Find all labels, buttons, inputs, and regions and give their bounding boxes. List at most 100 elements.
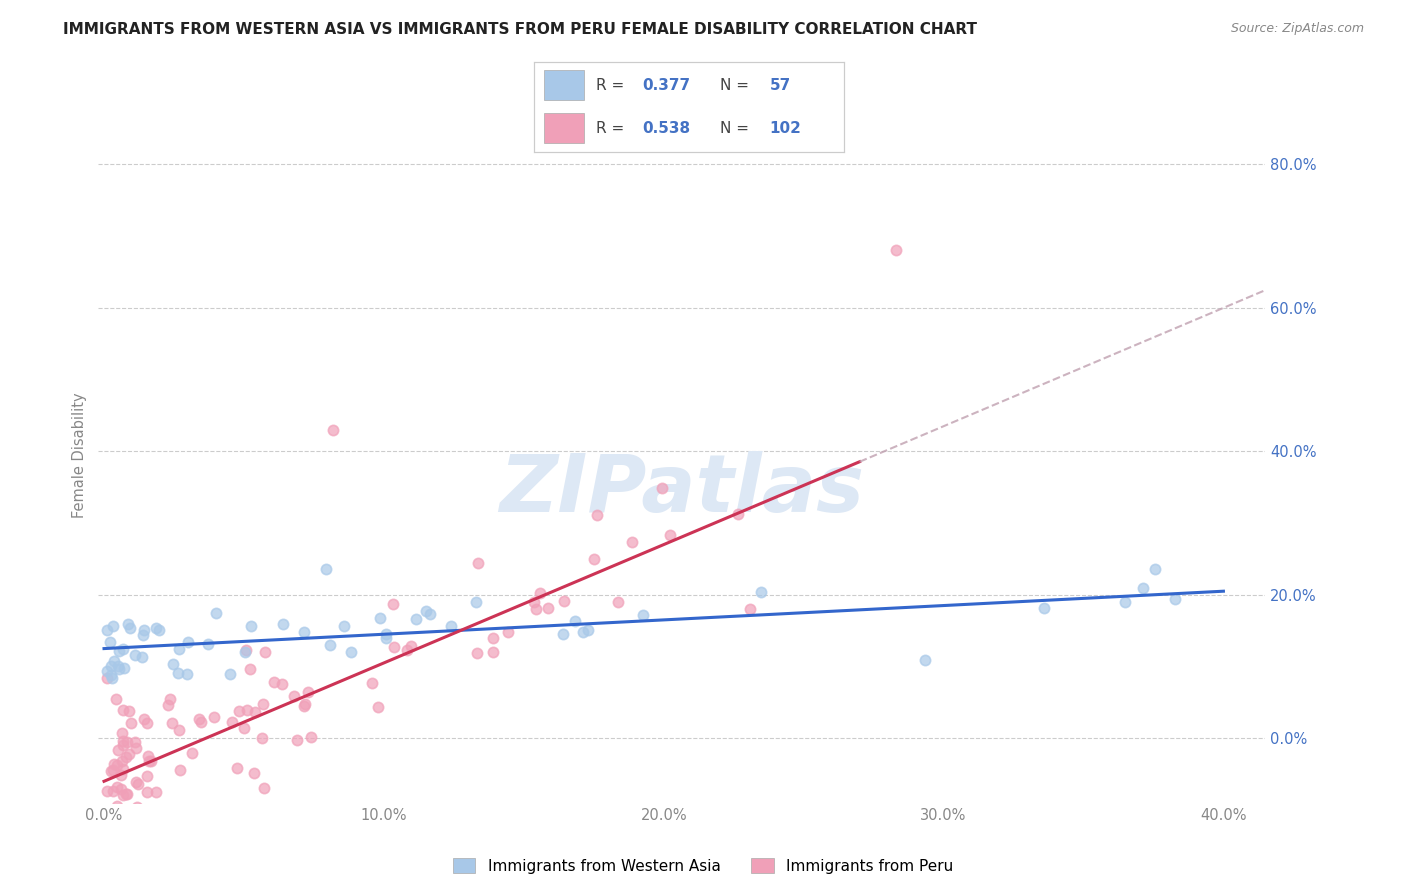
Point — [118, 827, 141, 841]
Point — [294, 697, 316, 711]
Point — [496, 625, 519, 640]
Point — [367, 699, 389, 714]
Point — [243, 705, 266, 719]
Point — [285, 732, 308, 747]
Point — [111, 734, 134, 748]
Point — [159, 692, 181, 706]
Point — [263, 674, 285, 689]
Point — [127, 777, 149, 791]
Point — [271, 617, 294, 632]
Point — [120, 716, 142, 731]
Point — [738, 602, 761, 616]
Point — [582, 551, 605, 566]
Point — [292, 624, 315, 639]
Point — [440, 618, 463, 632]
Point — [228, 704, 250, 718]
Point — [221, 714, 243, 729]
Point — [115, 787, 138, 801]
Point — [1132, 582, 1154, 596]
Bar — [544, 70, 583, 100]
Point — [104, 692, 127, 706]
Point — [202, 710, 225, 724]
Point — [101, 672, 124, 686]
Point — [465, 646, 488, 660]
Point — [399, 639, 422, 653]
Point — [419, 607, 441, 621]
Point — [105, 780, 128, 794]
Point — [96, 784, 118, 798]
Point — [205, 606, 228, 620]
Point — [96, 671, 118, 685]
Point — [467, 556, 489, 570]
Text: Source: ZipAtlas.com: Source: ZipAtlas.com — [1230, 22, 1364, 36]
Point — [112, 642, 135, 657]
Point — [138, 754, 160, 768]
Text: 102: 102 — [769, 120, 801, 136]
Point — [553, 626, 575, 640]
Point — [96, 624, 118, 638]
Point — [749, 584, 772, 599]
Point — [97, 816, 120, 830]
Point — [523, 595, 546, 609]
Point — [100, 668, 122, 682]
Point — [115, 750, 138, 764]
Point — [107, 662, 129, 676]
Point — [375, 632, 398, 646]
Point — [197, 638, 219, 652]
Point — [243, 766, 266, 780]
Point — [415, 604, 437, 618]
Point — [107, 659, 129, 673]
Point — [360, 676, 382, 690]
Point — [297, 685, 319, 699]
Text: N =: N = — [720, 78, 754, 93]
Point — [169, 763, 191, 777]
Point — [101, 764, 124, 778]
Point — [111, 762, 134, 776]
Point — [382, 597, 405, 611]
Text: R =: R = — [596, 78, 630, 93]
Point — [124, 735, 146, 749]
Point — [914, 653, 936, 667]
Point — [572, 624, 595, 639]
Point — [180, 746, 202, 760]
Point — [103, 757, 125, 772]
Point — [465, 595, 488, 609]
Point — [136, 834, 159, 848]
Point — [136, 785, 159, 799]
Point — [145, 621, 167, 635]
Point — [117, 704, 139, 718]
Point — [135, 769, 157, 783]
Point — [105, 757, 128, 772]
Point — [252, 731, 274, 746]
Point — [529, 586, 551, 600]
Point — [107, 743, 129, 757]
Point — [631, 607, 654, 622]
Text: IMMIGRANTS FROM WESTERN ASIA VS IMMIGRANTS FROM PERU FEMALE DISABILITY CORRELATI: IMMIGRANTS FROM WESTERN ASIA VS IMMIGRAN… — [63, 22, 977, 37]
Point — [100, 845, 122, 859]
Point — [112, 738, 135, 752]
Point — [405, 612, 427, 626]
Point — [115, 735, 138, 749]
Point — [101, 783, 124, 797]
Point — [1114, 595, 1136, 609]
Point — [136, 716, 159, 731]
Point — [127, 840, 149, 855]
Point — [117, 616, 139, 631]
Point — [651, 481, 673, 495]
Point — [553, 594, 575, 608]
Point — [299, 730, 322, 744]
Point — [482, 632, 505, 646]
Point — [118, 747, 141, 761]
Point — [375, 626, 398, 640]
Point — [100, 764, 122, 779]
Point — [125, 799, 148, 814]
Text: 0.377: 0.377 — [643, 78, 690, 93]
Point — [884, 244, 907, 258]
Point — [240, 619, 263, 633]
Point — [253, 780, 276, 795]
Point — [132, 623, 155, 637]
Point — [125, 741, 148, 756]
Point — [368, 611, 391, 625]
Point — [108, 644, 131, 658]
Point — [167, 723, 190, 737]
